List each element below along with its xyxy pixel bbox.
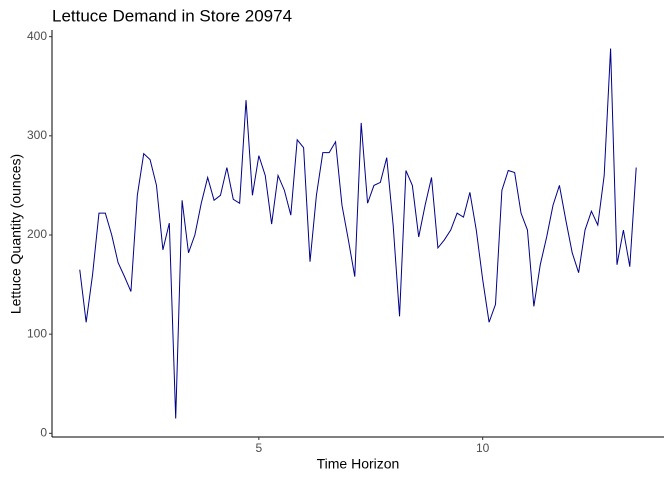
chart-title: Lettuce Demand in Store 20974 [52, 6, 292, 25]
y-axis-label: Lettuce Quantity (ounces) [8, 154, 24, 314]
y-tick-label: 0 [40, 426, 47, 440]
x-axis-label: Time Horizon [317, 456, 400, 472]
x-tick-label: 5 [255, 441, 262, 455]
y-tick-label: 100 [27, 326, 47, 340]
data-line [79, 48, 637, 419]
y-tick-label: 300 [27, 128, 47, 142]
y-tick-label: 200 [27, 227, 47, 241]
x-tick-label: 10 [476, 441, 490, 455]
y-tick-label: 400 [27, 29, 47, 43]
